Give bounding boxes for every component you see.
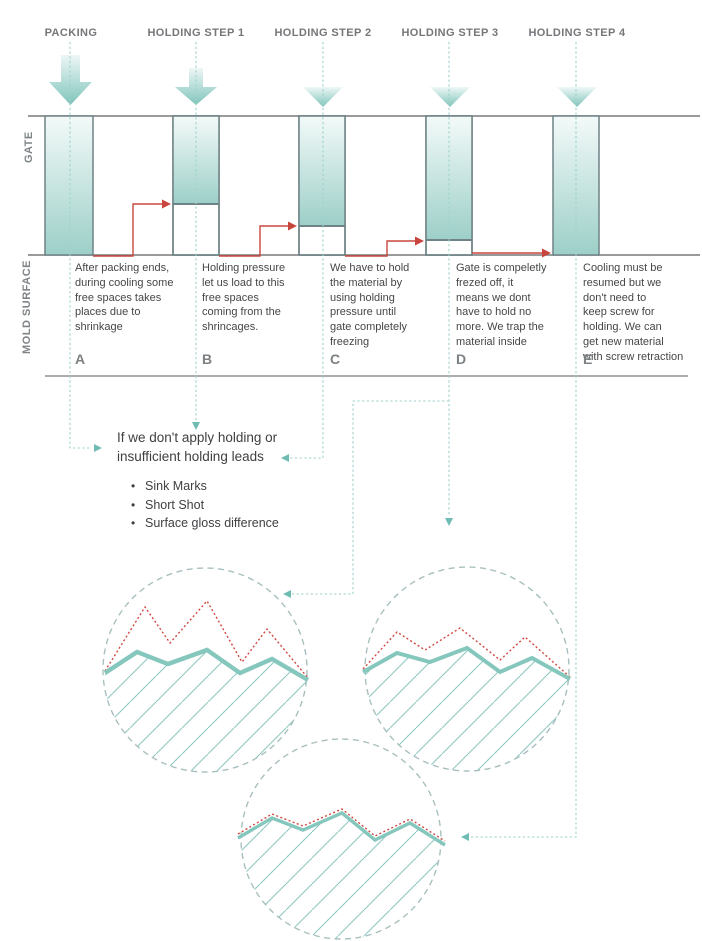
bullet-icon: • [131, 497, 136, 512]
sink-marks-circle-right [362, 566, 571, 772]
description-b: Holding pressure let us load to this fre… [202, 262, 286, 334]
connector-lines [69, 42, 577, 838]
step-letter-e: E [583, 351, 593, 367]
header-holding-step-1: HOLDING STEP 1 [147, 27, 245, 39]
surface-profile-teal-left [103, 647, 310, 682]
defect-short-shot: Short Shot [145, 497, 205, 512]
holding-step-4-arrow-icon [557, 87, 597, 107]
mold-surface-label: MOLD SURFACE [21, 260, 33, 354]
header-holding-step-4: HOLDING STEP 4 [528, 27, 626, 39]
holding-note-text: If we don't apply holding or insufficien… [117, 430, 278, 464]
bullet-icon: • [131, 479, 136, 493]
step-letter-d: D [456, 351, 467, 367]
surface-profile-teal-right [362, 645, 571, 681]
good-surface-circle-bottom [237, 738, 446, 940]
step-letter-c: C [330, 351, 341, 367]
list-item: • Surface gloss difference [131, 514, 279, 533]
holding-step-3-arrow-icon [430, 87, 470, 107]
bar-packing [44, 115, 94, 256]
pressure-step-lines [93, 203, 542, 257]
bar-holding-step-2 [298, 115, 346, 256]
defect-surface-gloss: Surface gloss difference [145, 516, 279, 530]
description-c: We have to hold the material by using ho… [330, 262, 410, 348]
step-letter-b: B [202, 351, 213, 367]
description-a: After packing ends, during cooling some … [75, 262, 174, 334]
pressure-step-arrowheads [162, 199, 551, 258]
step-letter-a: A [75, 351, 86, 367]
connector-arrowheads [94, 422, 469, 841]
description-e: Cooling must be resumed but we don't nee… [583, 262, 684, 363]
defect-list: • Sink Marks • Short Shot • Surface glos… [131, 477, 279, 533]
sink-marks-circle-left [102, 567, 310, 773]
header-packing: PACKING [44, 27, 98, 39]
melt-profile-red-bottom [237, 808, 446, 842]
description-d: Gate is compeletly frezed off, it means … [456, 262, 547, 348]
surface-profile-teal-bottom [237, 811, 446, 847]
melt-profile-red-right [362, 627, 571, 678]
list-item: • Sink Marks [131, 477, 279, 496]
holding-step-2-arrow-icon [303, 87, 343, 107]
melt-profile-red-left [104, 599, 309, 679]
gate-label: GATE [23, 131, 35, 163]
header-holding-step-2: HOLDING STEP 2 [274, 27, 372, 39]
bullet-icon: • [131, 516, 136, 530]
defect-sink-marks: Sink Marks [145, 479, 207, 493]
list-item: • Short Shot [131, 496, 279, 515]
header-holding-step-3: HOLDING STEP 3 [401, 27, 499, 39]
